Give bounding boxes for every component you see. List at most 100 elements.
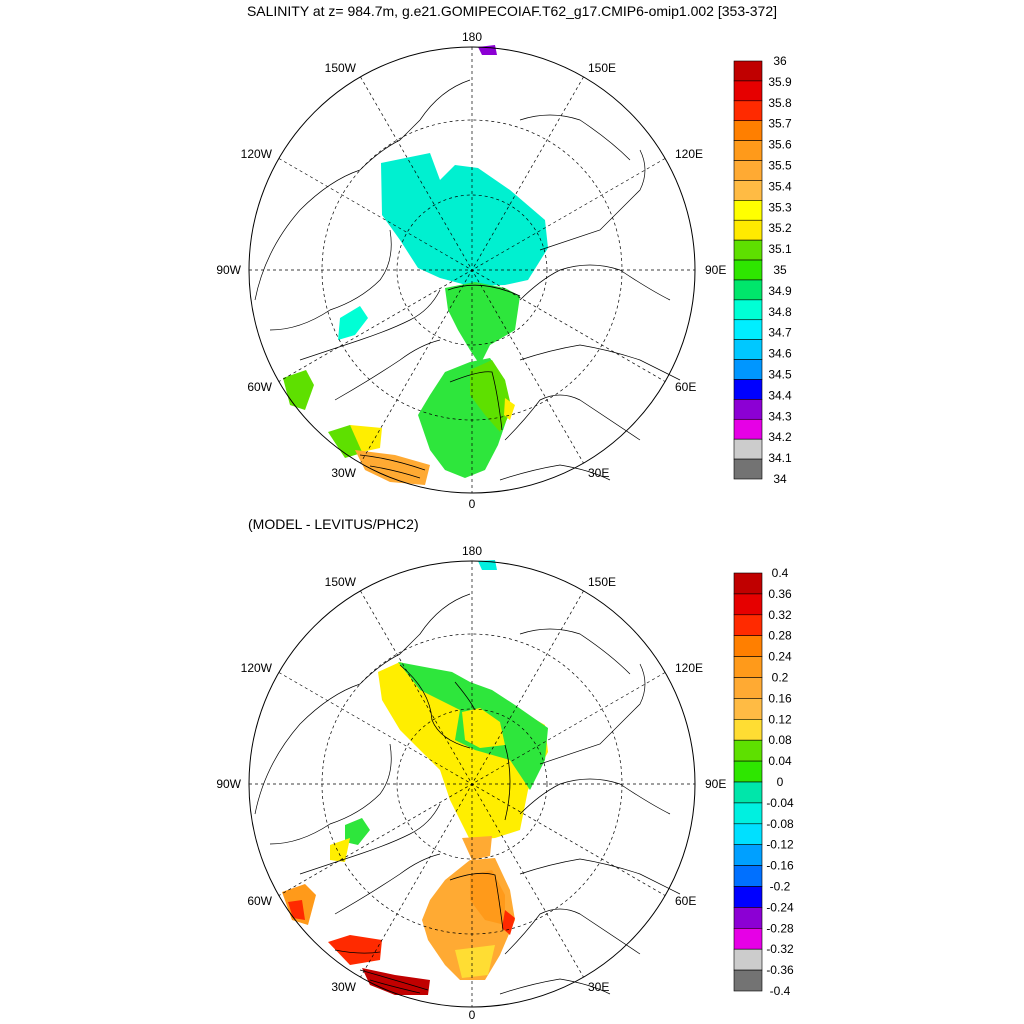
- top-colorbar-tick-label: 34.2: [768, 430, 792, 444]
- bottom-colorbar-swatch: [733, 907, 763, 929]
- top-colorbar-swatch: [733, 200, 763, 221]
- bottom-colorbar-tick-label: 0.24: [768, 650, 792, 664]
- bottom-colorbar-swatch: [733, 677, 763, 699]
- bottom-colorbar-tick-label: -0.32: [766, 942, 794, 956]
- top-label-90e: 90E: [705, 263, 726, 277]
- top-colorbar-tick-label: 35.8: [768, 96, 792, 110]
- top-field-atlantic-yellow: [350, 425, 382, 452]
- top-label-60w: 60W: [247, 380, 272, 394]
- top-colorbar-swatch: [733, 359, 763, 380]
- bottom-colorbar-swatch: [733, 698, 763, 720]
- top-colorbar-swatch: [733, 219, 763, 241]
- top-colorbar-tick-label: 34.4: [768, 388, 792, 402]
- top-coastlines: [254, 79, 681, 481]
- top-polar-map: 180 0 150W 150E 120W 120E 90W 90E 60W 60…: [216, 30, 726, 511]
- bottom-colorbar-tick-label: 0.28: [768, 629, 792, 643]
- bottom-field-bering: [478, 560, 497, 570]
- bottom-colorbar: 0.4 0.36 0.32 0.28 0.24 0.2 0.16 0.12 0.08 0.04 0 -…: [733, 566, 794, 998]
- bottom-field-central-yellow-inner: [462, 708, 505, 748]
- top-colorbar-swatch: [733, 120, 763, 141]
- top-colorbar-tick-label: 34.5: [768, 368, 792, 382]
- bottom-colorbar-tick-label: -0.04: [766, 796, 794, 810]
- bottom-colorbar-tick-label: -0.28: [766, 921, 794, 935]
- bottom-colorbar-swatch: [733, 844, 763, 866]
- bottom-polar-map: 180 0 150W 150E 120W 120E 90W 90E 60W 60…: [216, 544, 726, 1022]
- top-label-60e: 60E: [675, 380, 696, 394]
- top-colorbar-tick-label: 34.8: [768, 305, 792, 319]
- bottom-colorbar-tick-label: -0.36: [766, 963, 794, 977]
- top-colorbar-tick-label: 35.1: [768, 242, 792, 256]
- top-colorbar: 36 35.9 35.8 35.7 35.6 35.5 35.4 35.3 35.2 35.1 35…: [733, 54, 792, 486]
- top-colorbar-tick-label: 34.7: [768, 326, 792, 340]
- top-colorbar-swatch: [733, 60, 763, 82]
- bottom-colorbar-swatch: [733, 969, 763, 992]
- top-longitude-labels: 180 0 150W 150E 120W 120E 90W 90E 60W 60…: [216, 30, 726, 511]
- bottom-field-baffin: [345, 818, 370, 845]
- bottom-label-30w: 30W: [331, 980, 356, 994]
- top-field-atlantic-orange: [355, 450, 430, 485]
- bottom-colorbar-swatch: [733, 739, 763, 762]
- top-colorbar-swatch: [733, 339, 763, 360]
- bottom-label-180: 180: [462, 544, 482, 558]
- bottom-colorbar-tick-label: 0.08: [768, 733, 792, 747]
- top-field-central-arctic: [381, 153, 548, 286]
- top-colorbar-swatch: [733, 279, 763, 301]
- bottom-colorbar-swatch: [733, 614, 763, 636]
- bottom-field-labrador-red: [288, 900, 305, 920]
- top-colorbar-tick-label: 36: [773, 54, 787, 68]
- bottom-colorbar-swatch: [733, 886, 763, 908]
- bottom-contours: [334, 664, 511, 994]
- plot-title: SALINITY at z= 984.7m, g.e21.GOMIPECOIAF…: [246, 3, 778, 19]
- top-map-boundary: [248, 46, 696, 494]
- bottom-colorbar-tick-label: 0.32: [768, 608, 792, 622]
- bottom-colorbar-swatch: [733, 781, 763, 804]
- top-label-120w: 120W: [241, 147, 273, 161]
- top-colorbar-swatch: [733, 180, 763, 201]
- top-colorbar-swatch: [733, 399, 763, 420]
- top-contour-atlantic: [359, 454, 426, 479]
- top-colorbar-swatch: [733, 299, 763, 321]
- bottom-colorbar-tick-label: 0.36: [768, 587, 792, 601]
- bottom-colorbar-tick-label: 0.12: [768, 712, 792, 726]
- bottom-label-120w: 120W: [241, 661, 273, 675]
- top-colorbar-tick-label: 35.2: [768, 221, 792, 235]
- top-colorbar-tick-label: 34: [773, 472, 787, 486]
- top-label-30w: 30W: [331, 466, 356, 480]
- top-colorbar-swatch: [733, 259, 763, 281]
- top-field-barents-edge: [504, 398, 515, 420]
- top-colorbar-tick-label: 35.4: [768, 179, 792, 193]
- bottom-label-90e: 90E: [705, 777, 726, 791]
- top-graticule: [249, 47, 695, 493]
- top-colorbar-swatch: [733, 80, 763, 102]
- bottom-colorbar-swatch: [733, 823, 763, 845]
- top-label-150e: 150E: [588, 61, 616, 75]
- top-label-0: 0: [469, 497, 476, 511]
- difference-subtitle: (MODEL - LEVITUS/PHC2): [248, 516, 419, 532]
- bottom-colorbar-tick-label: -0.2: [770, 880, 791, 894]
- top-colorbar-tick-label: 34.3: [768, 409, 792, 423]
- bottom-colorbar-swatch: [733, 802, 763, 825]
- top-colorbar-swatch: [733, 319, 763, 340]
- bottom-field-nordic-yellow: [455, 945, 495, 978]
- top-colorbar-swatch: [733, 239, 763, 261]
- top-field-baffin: [338, 306, 368, 340]
- top-colorbar-swatch: [733, 160, 763, 181]
- bottom-colorbar-tick-label: -0.12: [766, 838, 794, 852]
- top-colorbar-tick-label: 34.6: [768, 347, 792, 361]
- bottom-longitude-labels: 180 0 150W 150E 120W 120E 90W 90E 60W 60…: [216, 544, 726, 1022]
- bottom-field-atlantic-dark: [362, 968, 430, 995]
- bottom-colorbar-tick-label: -0.08: [766, 817, 794, 831]
- top-contour-fram: [447, 284, 521, 297]
- bottom-colorbar-swatch: [733, 927, 763, 950]
- bottom-coastlines: [254, 593, 681, 995]
- bottom-colorbar-tick-label: 0.04: [768, 754, 792, 768]
- bottom-label-150e: 150E: [588, 575, 616, 589]
- top-field-fram-strait: [445, 282, 520, 365]
- bottom-label-60w: 60W: [247, 894, 272, 908]
- bottom-colorbar-tick-label: 0.16: [768, 691, 792, 705]
- top-colorbar-tick-label: 35.7: [768, 117, 792, 131]
- top-colorbar-swatch: [733, 379, 763, 400]
- bottom-field-baffin-yellow: [330, 838, 350, 862]
- bottom-field-norway-red: [502, 910, 515, 935]
- bottom-colorbar-tick-label: 0: [777, 775, 784, 789]
